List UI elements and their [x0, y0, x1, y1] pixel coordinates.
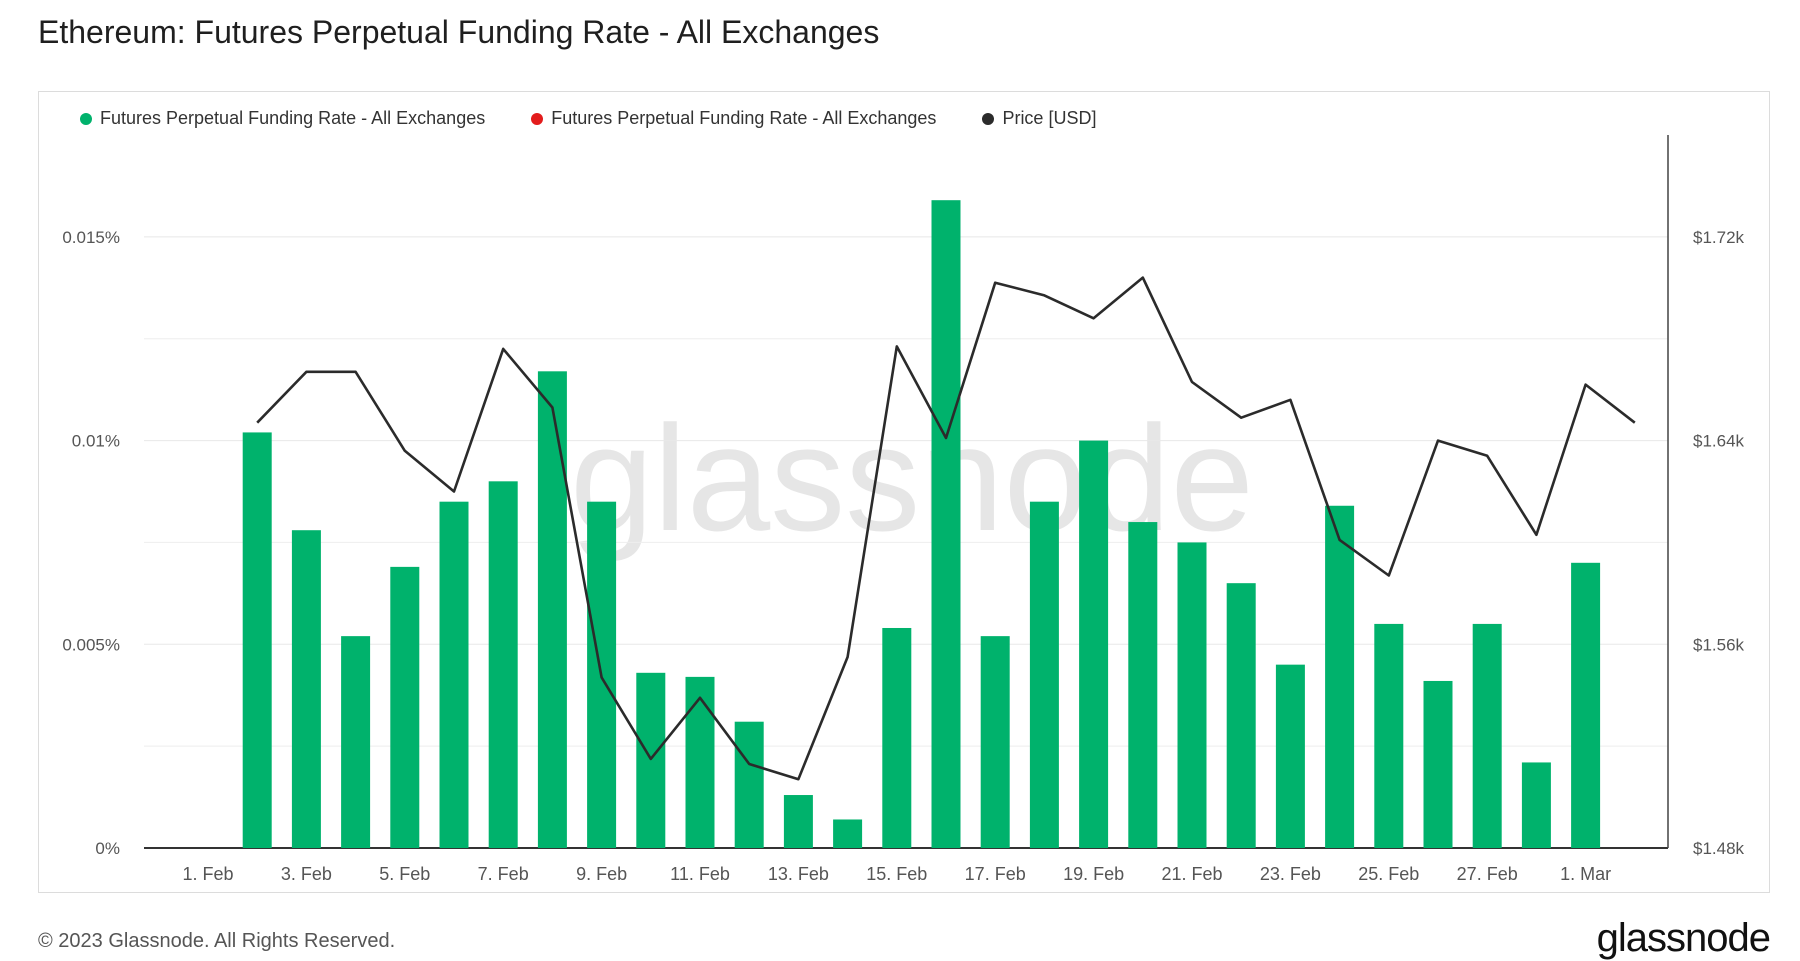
chart-panel: [38, 91, 1770, 893]
x-tick-label: 1. Feb: [182, 864, 233, 884]
funding-rate-bar: [1079, 440, 1109, 848]
funding-rate-bar: [636, 672, 666, 848]
funding-rate-bar: [783, 795, 813, 848]
funding-rate-bar: [390, 566, 420, 848]
funding-rate-bar: [1325, 505, 1355, 848]
x-tick-label: 13. Feb: [768, 864, 829, 884]
funding-rate-bar: [1177, 542, 1207, 848]
x-tick-label: 19. Feb: [1063, 864, 1124, 884]
legend-label: Futures Perpetual Funding Rate - All Exc…: [551, 108, 937, 128]
funding-rate-bar: [439, 501, 469, 848]
legend-item-funding-negative[interactable]: Futures Perpetual Funding Rate - All Exc…: [531, 108, 936, 129]
y-right-tick-label: $1.48k: [1693, 839, 1745, 858]
x-tick-label: 25. Feb: [1358, 864, 1419, 884]
brand-logo: glassnode: [1596, 916, 1771, 960]
copyright-text: © 2023 Glassnode. All Rights Reserved.: [38, 930, 396, 952]
y-right-tick-label: $1.64k: [1693, 432, 1745, 451]
funding-rate-bar: [734, 721, 764, 848]
funding-rate-bar: [537, 371, 567, 848]
x-tick-label: 1. Mar: [1560, 864, 1611, 884]
x-tick-label: 23. Feb: [1260, 864, 1321, 884]
x-tick-label: 11. Feb: [670, 864, 730, 884]
funding-rate-bar: [931, 200, 961, 848]
x-tick-label: 17. Feb: [965, 864, 1026, 884]
funding-rate-bar: [980, 636, 1010, 848]
funding-rate-bar: [341, 636, 371, 848]
funding-rate-bar: [291, 530, 321, 848]
x-tick-label: 3. Feb: [281, 864, 332, 884]
funding-rate-bar: [1226, 583, 1256, 848]
funding-rate-bar: [833, 819, 863, 848]
x-tick-label: 21. Feb: [1161, 864, 1222, 884]
legend-label: Futures Perpetual Funding Rate - All Exc…: [100, 108, 486, 128]
legend-dot-red: [531, 112, 544, 125]
funding-rate-bar: [882, 627, 912, 848]
y-left-tick-label: 0.005%: [62, 635, 120, 654]
x-tick-label: 15. Feb: [866, 864, 927, 884]
funding-rate-bar: [1521, 762, 1551, 848]
x-tick-label: 5. Feb: [379, 864, 430, 884]
funding-rate-bar: [488, 481, 518, 848]
y-left-tick-label: 0%: [95, 839, 120, 858]
legend-dot-black: [982, 112, 995, 125]
y-right-tick-label: $1.72k: [1693, 228, 1745, 247]
funding-rate-bar: [1128, 522, 1158, 848]
chart-title: Ethereum: Futures Perpetual Funding Rate…: [38, 14, 880, 50]
legend-item-funding-positive[interactable]: Futures Perpetual Funding Rate - All Exc…: [80, 108, 485, 129]
funding-rate-bar: [1571, 562, 1601, 848]
funding-rate-bar: [1423, 680, 1453, 848]
funding-rate-bar: [1029, 501, 1059, 848]
y-right-tick-label: $1.56k: [1693, 635, 1745, 654]
y-left-tick-label: 0.015%: [62, 228, 120, 247]
price-line: [256, 276, 1636, 781]
chart-legend: Futures Perpetual Funding Rate - All Exc…: [80, 108, 1096, 129]
legend-item-price[interactable]: Price [USD]: [982, 108, 1096, 129]
x-tick-label: 9. Feb: [576, 864, 627, 884]
funding-rate-bar: [242, 432, 272, 848]
legend-dot-green: [80, 112, 92, 125]
funding-rate-bar: [1472, 623, 1502, 848]
funding-rate-bar: [1374, 623, 1404, 848]
y-left-tick-label: 0.01%: [72, 432, 120, 451]
x-tick-label: 7. Feb: [478, 864, 529, 884]
legend-label: Price [USD]: [1002, 108, 1097, 128]
funding-rate-bar: [685, 676, 715, 848]
funding-rate-bar: [1275, 664, 1305, 848]
x-tick-label: 27. Feb: [1457, 864, 1518, 884]
